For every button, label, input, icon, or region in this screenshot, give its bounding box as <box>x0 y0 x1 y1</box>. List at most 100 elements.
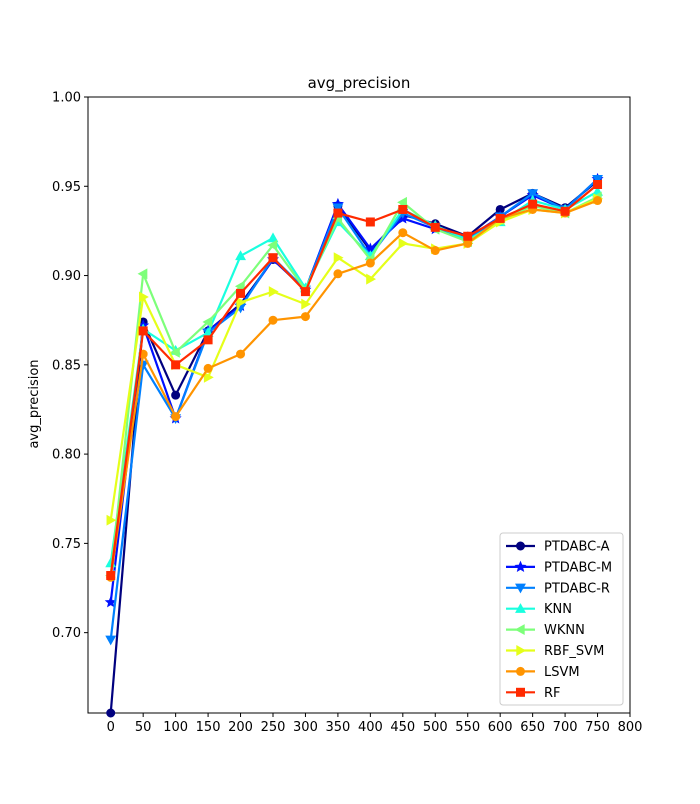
x-tick-label: 450 <box>390 720 415 735</box>
data-point <box>333 252 344 264</box>
data-point <box>397 196 407 208</box>
x-tick-label: 350 <box>325 720 350 735</box>
legend-marker <box>515 603 526 613</box>
data-point <box>105 635 117 646</box>
y-tick-label: 0.90 <box>52 269 81 284</box>
data-point <box>268 286 279 298</box>
data-point <box>171 360 181 370</box>
axes: 0 50 100 150 200 250 300 350 400 450 500 550 600 650 7… <box>52 91 642 736</box>
series-line <box>109 178 599 640</box>
data-point <box>138 291 149 303</box>
legend-item: PTDABC-M <box>506 560 612 575</box>
legend-label: PTDABC-M <box>544 560 612 575</box>
data-point <box>268 315 278 325</box>
y-tick-label: 0.95 <box>52 180 81 195</box>
legend-marker <box>514 624 525 636</box>
series-layer <box>104 172 604 718</box>
data-point <box>301 298 312 310</box>
x-tick-label: 800 <box>618 720 643 735</box>
data-point <box>463 231 473 241</box>
series-line <box>109 183 599 576</box>
data-point <box>430 222 440 232</box>
legend-item: KNN <box>506 602 572 617</box>
y-tick-label: 0.85 <box>52 358 81 373</box>
y-axis-label: avg_precision <box>27 359 42 448</box>
legend-label: PTDABC-R <box>544 581 610 596</box>
legend-marker <box>516 666 525 676</box>
y-tick-label: 0.80 <box>52 448 81 463</box>
series-rf <box>106 179 603 581</box>
chart-title: avg_precision <box>308 74 411 93</box>
legend-item: RF <box>506 686 561 701</box>
legend-marker <box>516 687 525 697</box>
x-tick-label: 100 <box>163 720 188 735</box>
data-point <box>430 246 440 256</box>
data-point <box>267 239 278 251</box>
x-tick-label: 750 <box>585 720 610 735</box>
data-point <box>106 514 117 526</box>
series-line <box>109 199 598 578</box>
data-point <box>138 326 148 336</box>
series-lsvm <box>106 196 603 582</box>
x-tick-label: 600 <box>488 720 513 735</box>
legend-label: RF <box>544 686 561 701</box>
x-tick-label: 250 <box>261 720 286 735</box>
legend-item: PTDABC-A <box>506 540 610 555</box>
data-point <box>236 288 246 298</box>
y-tick-label: 1.00 <box>52 91 81 106</box>
data-point <box>268 253 278 263</box>
legend-label: KNN <box>544 602 572 617</box>
x-tick-label: 500 <box>423 720 448 735</box>
data-point <box>170 346 180 358</box>
legend: PTDABC-A PTDABC-M PTDABC-R KNN WKNN RBF_SVM LS… <box>499 532 624 706</box>
data-point <box>235 250 246 261</box>
x-tick-label: 50 <box>135 720 152 735</box>
data-point <box>236 349 246 359</box>
data-point <box>528 199 538 209</box>
legend-label: WKNN <box>544 623 585 638</box>
series-line <box>109 196 599 576</box>
data-point <box>137 268 148 280</box>
x-tick-label: 0 <box>107 720 115 735</box>
data-point <box>300 312 310 322</box>
x-tick-label: 550 <box>455 720 480 735</box>
data-point <box>495 213 505 223</box>
data-point <box>171 390 181 400</box>
legend-marker <box>514 560 527 573</box>
data-point <box>398 237 409 249</box>
legend-item: WKNN <box>506 623 585 638</box>
data-point <box>527 189 539 200</box>
data-point <box>300 287 310 297</box>
data-point <box>593 196 603 206</box>
data-point <box>267 232 279 243</box>
data-point <box>333 208 343 218</box>
data-point <box>202 316 213 328</box>
data-point <box>171 412 181 422</box>
data-point <box>398 228 408 238</box>
x-tick-label: 200 <box>228 720 253 735</box>
data-point <box>234 280 245 292</box>
x-tick-label: 150 <box>196 720 221 735</box>
data-point <box>366 273 376 285</box>
legend-marker <box>515 583 526 594</box>
x-tick-label: 300 <box>293 720 318 735</box>
data-point <box>332 203 344 214</box>
legend-label: LSVM <box>544 665 580 680</box>
data-point <box>106 571 116 581</box>
legend-label: RBF_SVM <box>544 644 604 659</box>
data-point <box>365 258 375 268</box>
legend-item: LSVM <box>506 665 580 680</box>
x-tick-label: 700 <box>553 720 578 735</box>
y-tick-label: 0.75 <box>52 537 81 552</box>
legend-label: PTDABC-A <box>544 540 610 555</box>
data-point <box>106 708 116 718</box>
legend-marker <box>516 541 525 551</box>
legend-item: PTDABC-R <box>506 581 610 596</box>
x-tick-label: 400 <box>358 720 383 735</box>
data-point <box>203 363 213 373</box>
data-point <box>592 174 603 185</box>
data-point <box>203 335 213 345</box>
data-point <box>593 179 603 189</box>
